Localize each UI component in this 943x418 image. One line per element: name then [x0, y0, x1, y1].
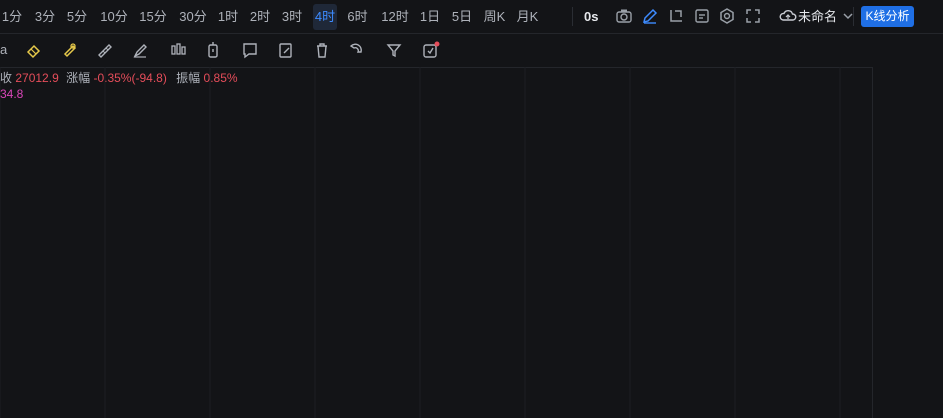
- price-axis[interactable]: [872, 67, 943, 418]
- divider: [572, 7, 573, 26]
- timeframe-4[interactable]: 10分: [100, 9, 128, 24]
- trash-icon[interactable]: [312, 40, 332, 60]
- settings-icon[interactable]: [717, 6, 737, 26]
- filter-icon[interactable]: [384, 40, 404, 60]
- camera-icon[interactable]: [614, 6, 634, 26]
- axis-background: [872, 67, 943, 418]
- candlestick-chart[interactable]: 27480 →← 2488827500.027000.026500.026000…: [0, 67, 943, 418]
- ruler-icon[interactable]: [95, 40, 115, 60]
- resize-icon[interactable]: [666, 6, 686, 26]
- timeframe-6[interactable]: 30分: [179, 9, 207, 24]
- timeframe-2[interactable]: 3分: [34, 9, 56, 24]
- timeframe-7[interactable]: 1时: [217, 9, 239, 24]
- timeframe-15[interactable]: 周K: [483, 9, 506, 24]
- timeframe-8[interactable]: 2时: [249, 9, 271, 24]
- amplitude-value: 0.85%: [203, 71, 238, 85]
- eraser-icon[interactable]: [24, 40, 44, 60]
- indicator-line-2: 34.8: [0, 87, 24, 101]
- change-label: 涨幅: [66, 71, 91, 85]
- pencil-icon[interactable]: [640, 6, 660, 26]
- indicator-line: 收 27012.9 涨幅 -0.35%(-94.8) 振幅 0.85%: [0, 69, 238, 85]
- chevron-down-icon[interactable]: [838, 6, 858, 26]
- timeframe-12[interactable]: 12时: [381, 9, 409, 24]
- seconds-selector[interactable]: 0s: [584, 9, 599, 24]
- candles-icon[interactable]: [168, 40, 188, 60]
- timer-icon[interactable]: [203, 40, 223, 60]
- indicator-price: 27012.9: [15, 71, 59, 85]
- magnet-icon[interactable]: [346, 40, 366, 60]
- timeframe-9[interactable]: 3时: [281, 9, 303, 24]
- indicator-label: 收: [0, 71, 13, 85]
- amplitude-label: 振幅: [176, 71, 201, 85]
- alarm-icon[interactable]: [420, 40, 440, 60]
- project-name[interactable]: 未命名: [798, 9, 838, 24]
- timeframe-3[interactable]: 5分: [66, 9, 88, 24]
- kline-analysis-button[interactable]: K线分析: [861, 6, 914, 27]
- layout-icon[interactable]: [692, 6, 712, 26]
- timeframe-13[interactable]: 1日: [419, 9, 441, 24]
- timeframe-bar: 1分 3分 5分 10分 15分 30分 1时 2时 3时 4时 6时 12时 1日 5日 周K 月K 0s 未命…: [0, 0, 943, 34]
- pen-icon[interactable]: [60, 40, 80, 60]
- brush-icon[interactable]: [130, 40, 150, 60]
- timeframe-5[interactable]: 15分: [139, 9, 167, 24]
- drawing-toolbar: a: [0, 33, 943, 68]
- timeframe-10[interactable]: 4时: [313, 4, 337, 30]
- cloud-icon[interactable]: [778, 6, 798, 26]
- fullscreen-icon[interactable]: [743, 6, 763, 26]
- chart-type-icon[interactable]: a: [0, 40, 10, 60]
- timeframe-1[interactable]: 1分: [1, 9, 23, 24]
- change-value: -0.35%(-94.8): [93, 71, 167, 85]
- edit-doc-icon[interactable]: [276, 40, 296, 60]
- timeframe-14[interactable]: 5日: [451, 9, 473, 24]
- timeframe-11[interactable]: 6时: [347, 9, 368, 24]
- svg-text:a: a: [0, 42, 8, 57]
- comment-icon[interactable]: [240, 40, 260, 60]
- timeframe-16[interactable]: 月K: [516, 9, 539, 24]
- divider: [853, 7, 854, 26]
